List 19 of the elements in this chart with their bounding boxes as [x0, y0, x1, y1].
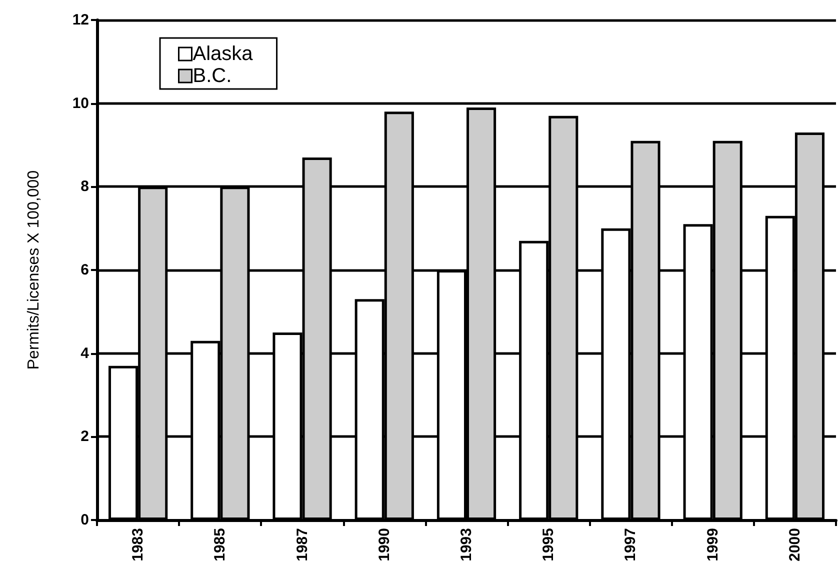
y-tick-label: 0: [80, 512, 89, 528]
y-tick-label: 2: [80, 428, 89, 446]
y-tick-label: 10: [72, 94, 89, 112]
x-tick-label: 1999: [704, 528, 722, 562]
x-tick-label: 1983: [130, 528, 147, 562]
legend-label: B.C.: [192, 65, 232, 87]
y-tick-label: 6: [80, 262, 89, 278]
x-tick-label: 1987: [294, 528, 311, 562]
x-tick-label: 2000: [786, 528, 804, 562]
x-tick-label: 1993: [458, 528, 475, 562]
x-tick-label: 1985: [212, 528, 229, 562]
legend-label: Alaska: [192, 43, 254, 65]
x-tick-label: 1990: [376, 528, 393, 562]
y-tick-label: 8: [80, 178, 89, 196]
y-axis-title: Permits/Licenses X 100,000: [26, 170, 42, 370]
y-tick-label: 12: [72, 12, 89, 28]
y-tick-label: 4: [80, 344, 90, 362]
x-tick-label: 1995: [540, 528, 558, 562]
x-tick-label: 1997: [622, 528, 640, 562]
